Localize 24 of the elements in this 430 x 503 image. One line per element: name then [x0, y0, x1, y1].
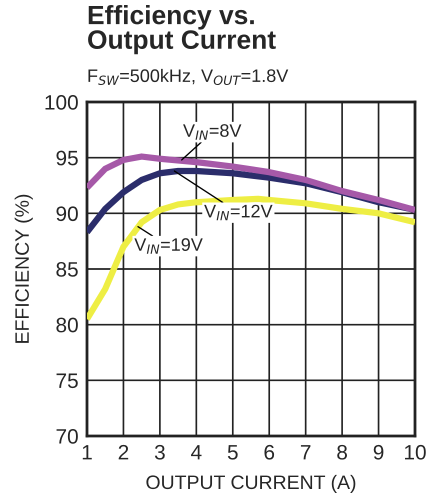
annotation: V$_{IN}$=12V: [204, 204, 273, 220]
x-axis-title: OUTPUT CURRENT (A): [146, 474, 356, 493]
x-tick-label: 6: [264, 444, 274, 460]
y-axis-title: EFFICIENCY (%): [14, 194, 33, 343]
y-tick-label: 85: [56, 262, 78, 277]
x-tick-label: 5: [228, 445, 238, 460]
y-tick-label: 70: [56, 429, 78, 444]
chart-subtitle: F$_{SW}$=500kHz, V$_{OUT}$=1.8V: [88, 68, 288, 86]
x-tick-label: 10: [405, 444, 426, 460]
y-tick-label: 90: [56, 206, 78, 222]
x-tick-label: 4: [191, 445, 202, 460]
x-tick-label: 3: [154, 444, 165, 460]
y-tick-label: 80: [56, 318, 78, 332]
y-tick-label: 75: [56, 374, 78, 388]
x-tick-label: 1: [82, 445, 92, 460]
x-tick-label: 9: [374, 444, 384, 460]
y-tick-label: 100: [46, 95, 78, 110]
y-tick-label: 95: [56, 150, 78, 166]
x-tick-label: 2: [118, 444, 128, 460]
x-tick-label: 8: [337, 444, 347, 460]
annotation: V$_{IN}$=8V: [183, 124, 242, 140]
chart-title: Efficiency vs. Output Current: [88, 5, 276, 54]
x-tick-label: 7: [300, 445, 310, 460]
annotation: V$_{IN}$=19V: [134, 238, 203, 254]
